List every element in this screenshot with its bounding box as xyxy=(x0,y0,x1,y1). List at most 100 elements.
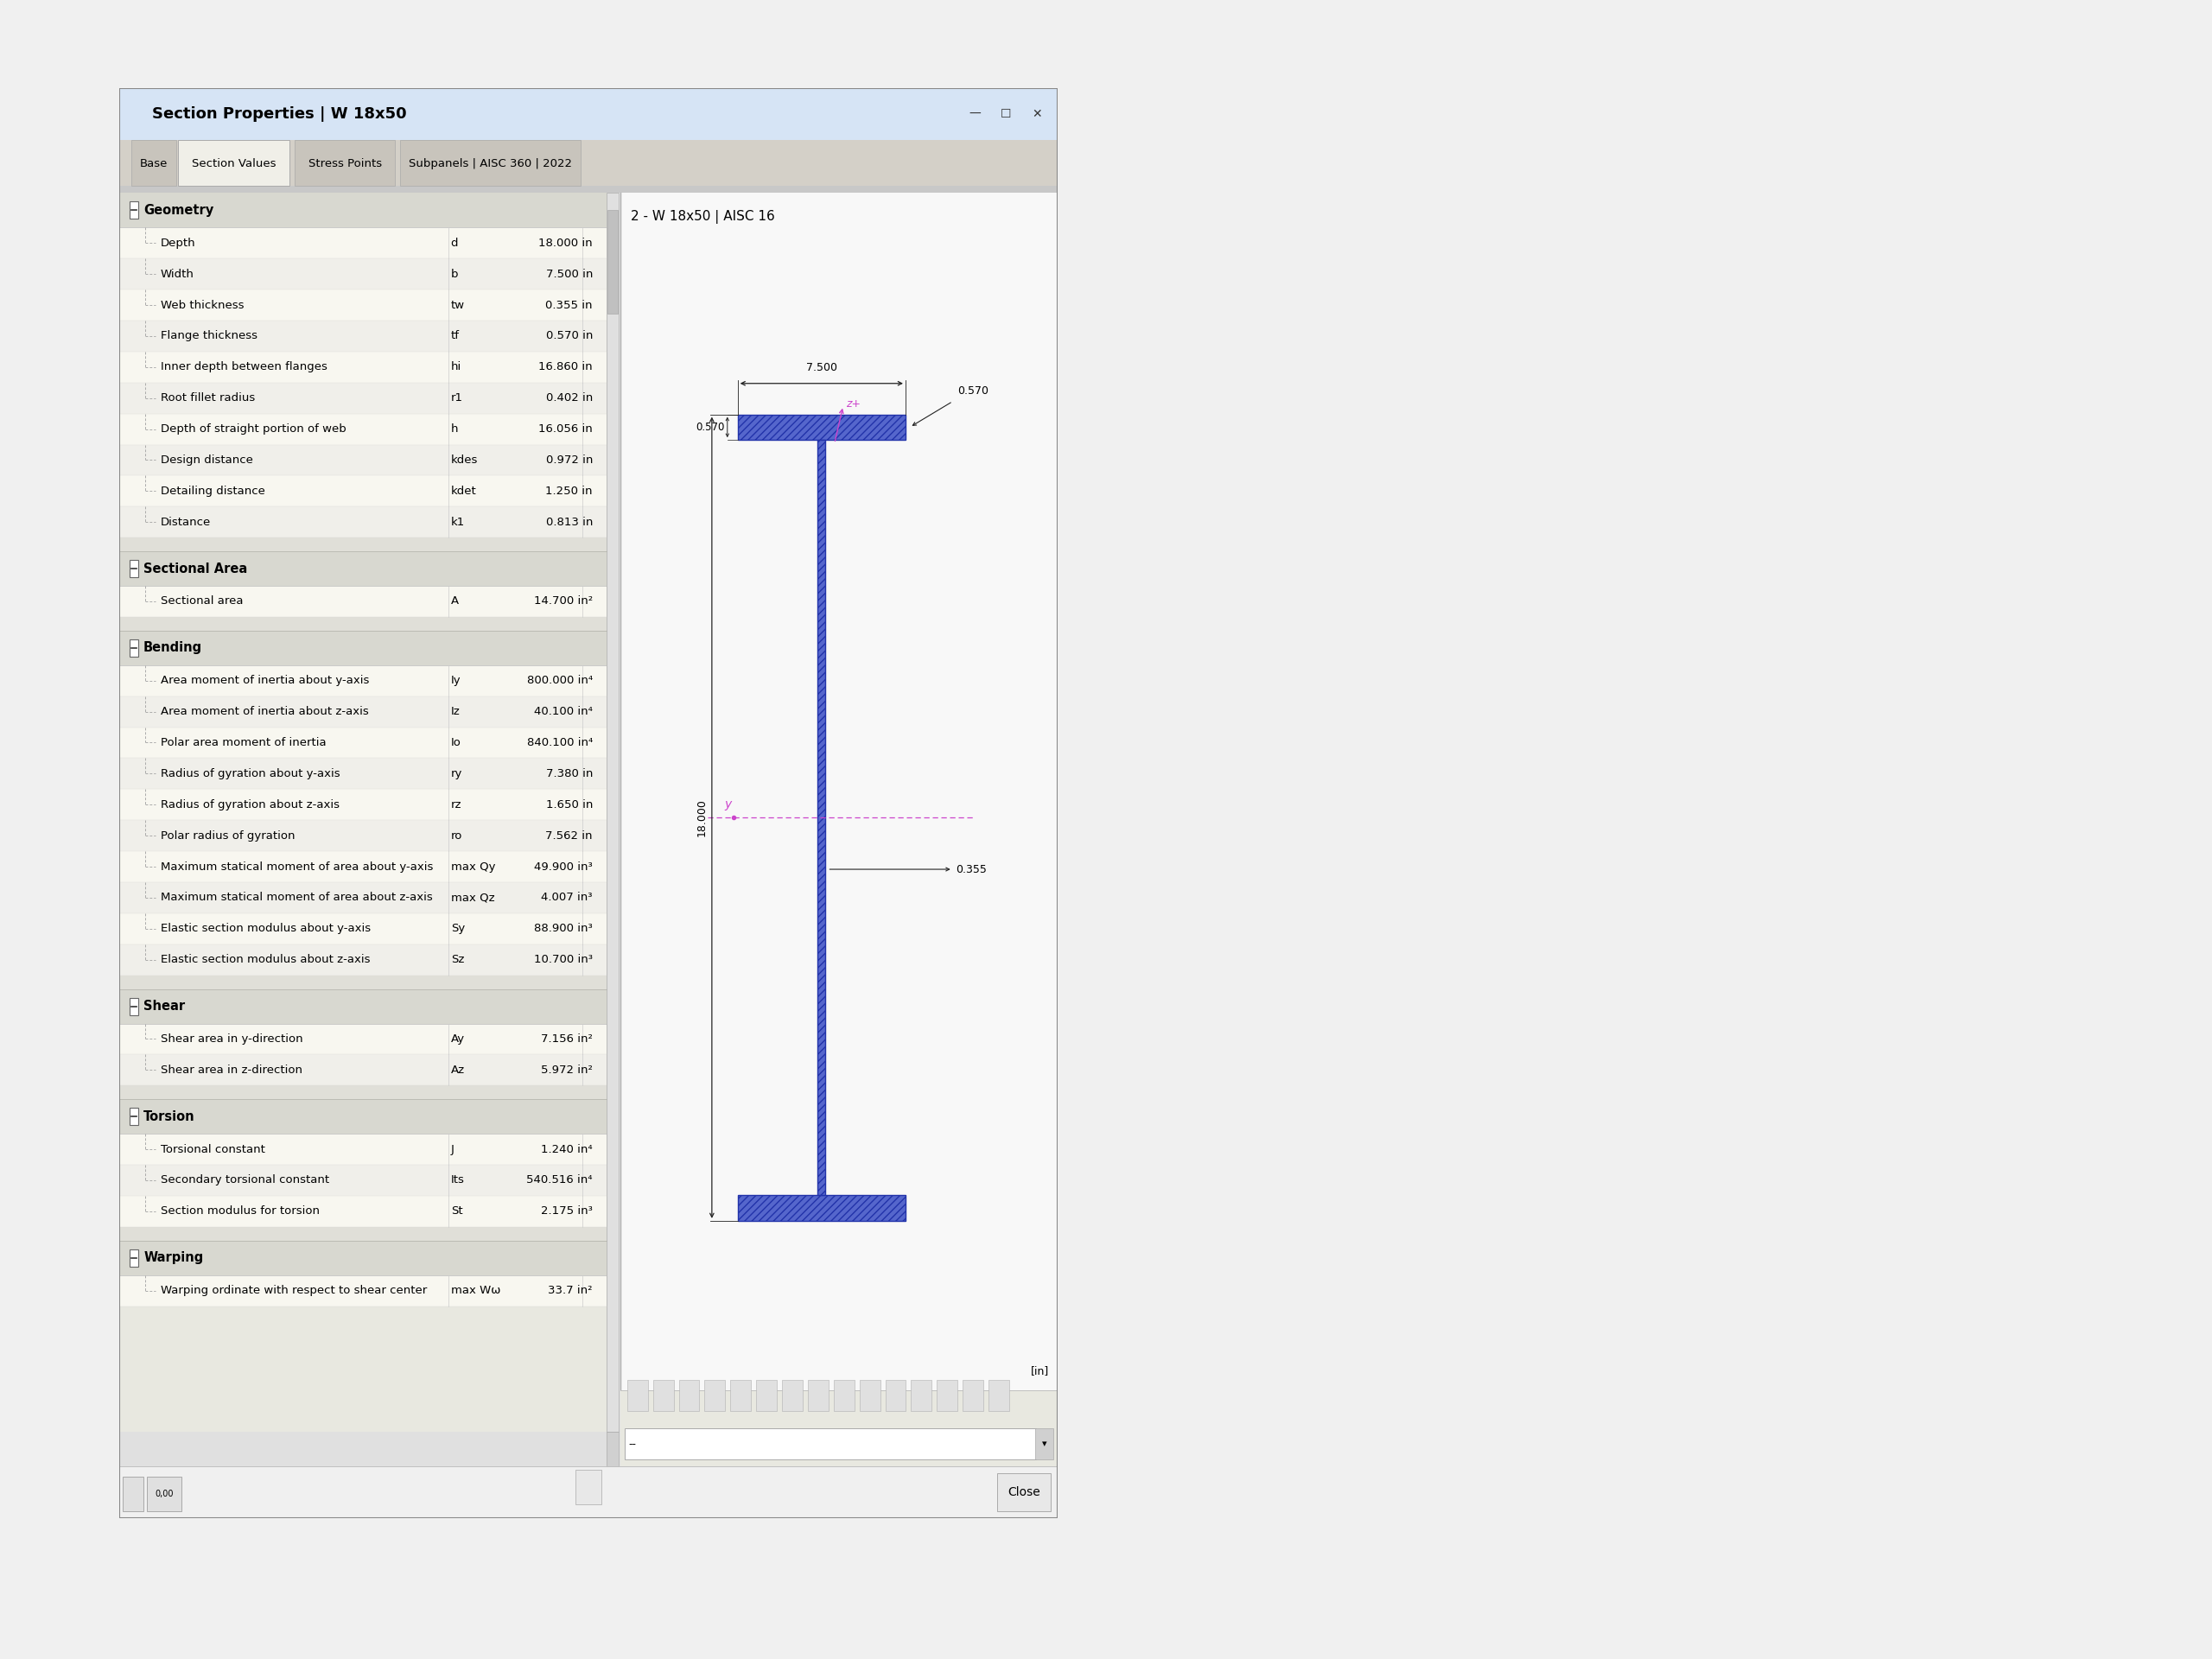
Text: Sectional area: Sectional area xyxy=(161,596,243,607)
Bar xyxy=(146,1477,181,1511)
Bar xyxy=(119,1276,606,1306)
Bar xyxy=(730,1380,752,1412)
Bar xyxy=(119,551,606,586)
Bar xyxy=(119,192,606,227)
Bar xyxy=(119,1165,606,1196)
Text: 18.000: 18.000 xyxy=(697,798,708,836)
Bar xyxy=(119,192,619,1467)
Bar xyxy=(119,1055,606,1085)
Bar xyxy=(119,758,606,790)
Bar xyxy=(807,1380,830,1412)
Text: Stress Points: Stress Points xyxy=(307,158,383,169)
Bar xyxy=(119,912,606,944)
Text: 40.100 in⁴: 40.100 in⁴ xyxy=(533,707,593,717)
Bar xyxy=(119,617,606,630)
Text: 16.056 in: 16.056 in xyxy=(538,423,593,435)
Text: hi: hi xyxy=(451,362,462,373)
Bar xyxy=(608,211,617,314)
Bar xyxy=(119,1196,606,1226)
Bar xyxy=(119,538,606,551)
Bar xyxy=(989,1380,1009,1412)
Text: Maximum statical moment of area about z-axis: Maximum statical moment of area about z-… xyxy=(161,893,434,904)
Bar xyxy=(119,227,606,259)
Bar xyxy=(119,1133,606,1165)
Bar xyxy=(606,192,619,1432)
Text: Root fillet radius: Root fillet radius xyxy=(161,393,254,403)
Text: Inner depth between flanges: Inner depth between flanges xyxy=(161,362,327,373)
Text: 0.570: 0.570 xyxy=(697,421,726,433)
Text: ro: ro xyxy=(451,830,462,841)
Bar xyxy=(131,639,139,657)
Text: Radius of gyration about z-axis: Radius of gyration about z-axis xyxy=(161,800,341,810)
Text: 840.100 in⁴: 840.100 in⁴ xyxy=(526,737,593,748)
Bar xyxy=(619,1390,1057,1467)
Text: 10.700 in³: 10.700 in³ xyxy=(533,954,593,966)
Bar xyxy=(119,1226,606,1241)
Text: 0.402 in: 0.402 in xyxy=(546,393,593,403)
Bar xyxy=(119,975,606,989)
Bar xyxy=(119,1241,606,1276)
Text: Subpanels | AISC 360 | 2022: Subpanels | AISC 360 | 2022 xyxy=(409,158,573,169)
Text: ✕: ✕ xyxy=(1031,108,1042,119)
Bar xyxy=(124,1477,144,1511)
Bar xyxy=(606,1432,619,1467)
Text: 0.570: 0.570 xyxy=(958,385,989,397)
Bar xyxy=(119,1085,606,1100)
Bar xyxy=(737,1194,905,1221)
Bar xyxy=(119,944,606,975)
Bar xyxy=(119,352,606,383)
Text: 7.562 in: 7.562 in xyxy=(546,830,593,841)
Text: Area moment of inertia about z-axis: Area moment of inertia about z-axis xyxy=(161,707,369,717)
Text: ▾: ▾ xyxy=(1042,1440,1046,1448)
Text: Az: Az xyxy=(451,1065,465,1075)
Bar xyxy=(119,1100,606,1133)
Bar xyxy=(119,445,606,476)
Bar xyxy=(119,665,606,697)
Bar xyxy=(131,997,139,1015)
Text: y: y xyxy=(726,798,732,811)
Text: Shear area in y-direction: Shear area in y-direction xyxy=(161,1034,303,1045)
Text: Its: Its xyxy=(451,1175,465,1186)
Text: 800.000 in⁴: 800.000 in⁴ xyxy=(526,675,593,687)
Text: max Wω: max Wω xyxy=(451,1286,500,1296)
Text: Shear area in z-direction: Shear area in z-direction xyxy=(161,1065,303,1075)
Bar xyxy=(783,1380,803,1412)
Text: b: b xyxy=(451,269,458,280)
Text: Shear: Shear xyxy=(144,1000,186,1012)
Bar xyxy=(834,1380,854,1412)
Bar xyxy=(119,259,606,290)
Text: 49.900 in³: 49.900 in³ xyxy=(533,861,593,873)
Bar xyxy=(737,415,905,440)
Text: A: A xyxy=(451,596,458,607)
Bar xyxy=(938,1380,958,1412)
Text: 7.500 in: 7.500 in xyxy=(546,269,593,280)
Text: Torsional constant: Torsional constant xyxy=(161,1143,265,1155)
Text: max Qz: max Qz xyxy=(451,893,495,904)
Text: 0.355 in: 0.355 in xyxy=(546,299,593,310)
Text: Geometry: Geometry xyxy=(144,204,215,217)
Text: 1.240 in⁴: 1.240 in⁴ xyxy=(542,1143,593,1155)
Bar xyxy=(294,139,394,186)
Text: Sectional Area: Sectional Area xyxy=(144,562,248,576)
Text: rz: rz xyxy=(451,800,462,810)
Text: Width: Width xyxy=(161,269,195,280)
Bar xyxy=(131,1249,139,1266)
Text: 7.500: 7.500 xyxy=(805,362,836,373)
Text: Distance: Distance xyxy=(161,516,210,528)
Text: Section modulus for torsion: Section modulus for torsion xyxy=(161,1206,321,1218)
Text: Io: Io xyxy=(451,737,460,748)
Text: Warping: Warping xyxy=(144,1251,204,1264)
Bar xyxy=(119,630,606,665)
Bar xyxy=(619,192,1057,1467)
Text: 0,00: 0,00 xyxy=(155,1490,173,1498)
Bar xyxy=(119,506,606,538)
Text: 1.650 in: 1.650 in xyxy=(546,800,593,810)
Bar xyxy=(653,1380,675,1412)
Text: kdet: kdet xyxy=(451,486,476,496)
Bar xyxy=(119,88,1057,139)
Bar xyxy=(119,989,606,1024)
Bar xyxy=(818,440,825,1194)
Text: --: -- xyxy=(628,1438,637,1450)
Bar xyxy=(119,1024,606,1055)
Text: 1.250 in: 1.250 in xyxy=(546,486,593,496)
